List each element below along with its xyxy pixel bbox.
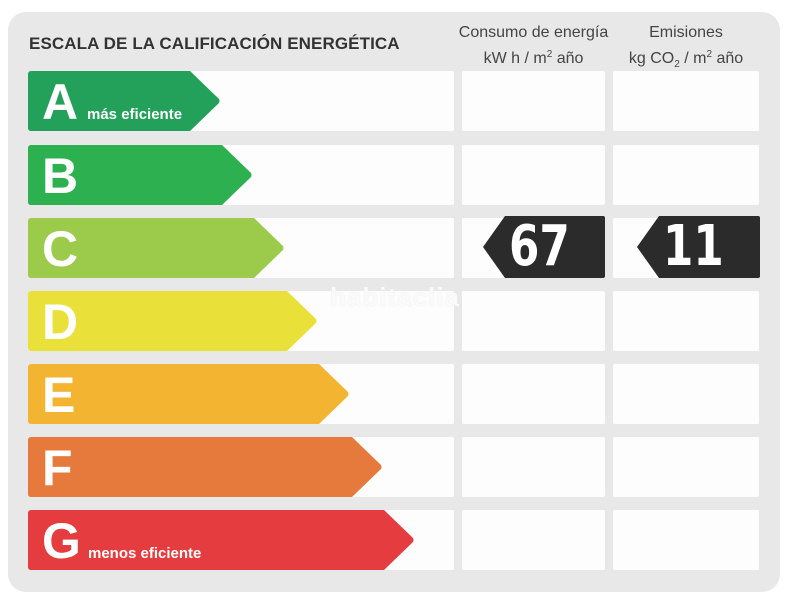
- consumo-header-unit: kW h / m2 año: [483, 49, 584, 67]
- rating-arrow-d: D: [28, 291, 317, 351]
- emisiones-cell: [613, 510, 759, 570]
- rating-arrow-b: B: [28, 145, 252, 205]
- rating-letter: G: [42, 513, 81, 569]
- consumo-header: Consumo de energía kW h / m2 año: [455, 22, 612, 70]
- emisiones-cell: [613, 364, 759, 424]
- rating-letter: D: [42, 294, 79, 350]
- consumo-badge-value: 67: [509, 214, 570, 279]
- consumo-cell: [462, 145, 605, 205]
- consumo-cell: [462, 437, 605, 497]
- rating-letter: C: [42, 221, 79, 277]
- rating-sublabel: menos eficiente: [88, 545, 202, 562]
- emisiones-cell: [613, 437, 759, 497]
- emisiones-cell: [613, 71, 759, 131]
- emisiones-badge: 11: [637, 216, 760, 278]
- rating-letter: E: [42, 367, 76, 423]
- emisiones-header: Emisiones kg CO2 / m2 año: [607, 22, 765, 76]
- consumo-cell: [462, 364, 605, 424]
- watermark: habitaclia: [330, 282, 460, 312]
- consumo-cell: [462, 510, 605, 570]
- emisiones-cell: [613, 291, 759, 351]
- emisiones-header-label: Emisiones: [649, 24, 723, 41]
- rating-arrow-c: C: [28, 218, 284, 278]
- consumo-cell: [462, 291, 605, 351]
- emisiones-badge-value: 11: [663, 214, 724, 279]
- rating-letter: A: [42, 74, 79, 130]
- emisiones-cell: [613, 145, 759, 205]
- consumo-badge: 67: [483, 216, 605, 278]
- consumo-cell: [462, 71, 605, 131]
- rating-letter: F: [42, 440, 73, 496]
- rating-letter: B: [42, 148, 79, 204]
- emisiones-header-unit: kg CO2 / m2 año: [628, 49, 744, 70]
- rating-arrow-e: E: [28, 364, 349, 424]
- rating-arrow-f: F: [28, 437, 382, 497]
- rating-sublabel: más eficiente: [87, 106, 183, 123]
- chart-title: ESCALA DE LA CALIFICACIÓN ENERGÉTICA: [29, 34, 400, 53]
- consumo-header-label: Consumo de energía: [458, 24, 609, 41]
